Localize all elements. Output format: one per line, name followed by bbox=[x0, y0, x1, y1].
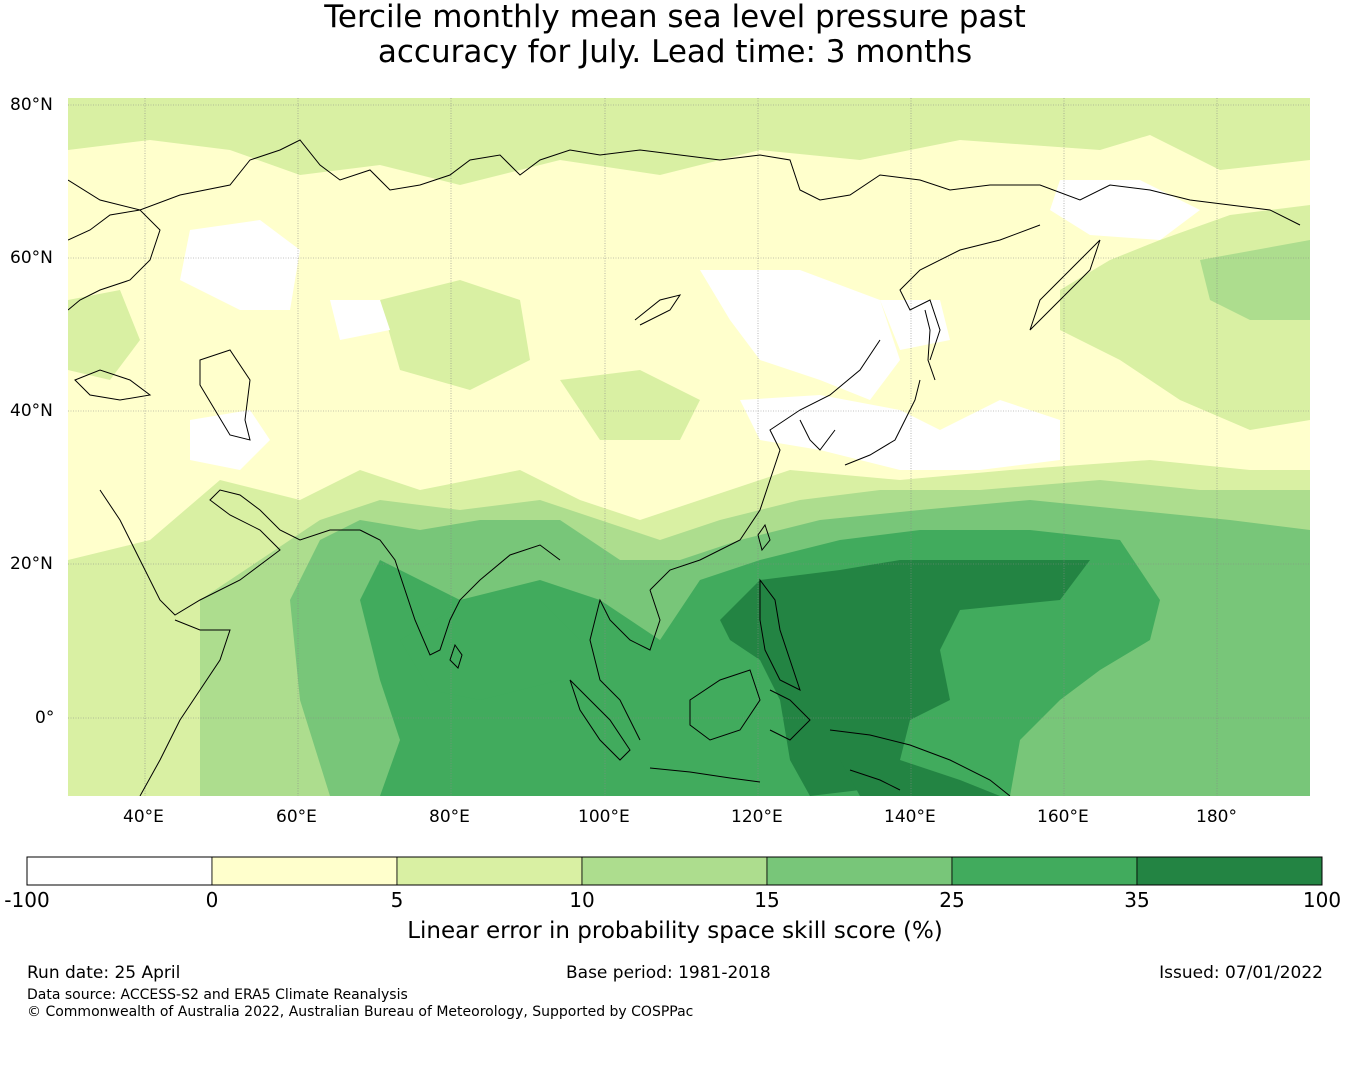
lon-label-40e: 40°E bbox=[123, 807, 164, 827]
lon-label-180: 180° bbox=[1196, 807, 1237, 827]
colorbar-tick-label: 15 bbox=[754, 888, 780, 912]
colorbar-tick-label: 5 bbox=[390, 888, 404, 912]
colorbar-tick-label: -100 bbox=[4, 888, 50, 912]
colorbar-tick-label: 100 bbox=[1302, 888, 1342, 912]
coastlines bbox=[68, 139, 1301, 796]
lon-label-120e: 120°E bbox=[731, 807, 783, 827]
skill-fill bbox=[68, 98, 1310, 796]
lon-label-140e: 140°E bbox=[884, 807, 936, 827]
lat-label-60n: 60°N bbox=[10, 248, 53, 268]
colorbar-title: Linear error in probability space skill … bbox=[407, 918, 943, 944]
lon-label-160e: 160°E bbox=[1037, 807, 1089, 827]
lon-label-100e: 100°E bbox=[578, 807, 630, 827]
colorbar bbox=[26, 856, 1323, 886]
copyright: © Commonwealth of Australia 2022, Austra… bbox=[27, 1004, 694, 1020]
colorbar-segment bbox=[26, 856, 213, 886]
chart-title: Tercile monthly mean sea level pressure … bbox=[0, 0, 1350, 70]
lon-label-80e: 80°E bbox=[429, 807, 470, 827]
title-line-1: Tercile monthly mean sea level pressure … bbox=[324, 0, 1026, 35]
issued-date: Issued: 07/01/2022 bbox=[1159, 963, 1323, 983]
title-line-2: accuracy for July. Lead time: 3 months bbox=[377, 34, 973, 70]
lat-label-80n: 80°N bbox=[10, 95, 53, 115]
colorbar-tick-label: 0 bbox=[205, 888, 219, 912]
run-date: Run date: 25 April bbox=[27, 963, 181, 983]
colorbar-tick-label: 10 bbox=[569, 888, 595, 912]
lon-label-60e: 60°E bbox=[276, 807, 317, 827]
data-source: Data source: ACCESS-S2 and ERA5 Climate … bbox=[27, 987, 408, 1003]
base-period: Base period: 1981-2018 bbox=[566, 963, 771, 983]
colorbar-segment bbox=[396, 856, 583, 886]
colorbar-segment bbox=[766, 856, 953, 886]
colorbar-segment bbox=[951, 856, 1138, 886]
colorbar-segment bbox=[211, 856, 398, 886]
colorbar-segment bbox=[581, 856, 768, 886]
lat-label-40n: 40°N bbox=[10, 401, 53, 421]
lat-label-equator: 0° bbox=[35, 708, 55, 728]
colorbar-tick-label: 25 bbox=[939, 888, 965, 912]
lat-label-20n: 20°N bbox=[10, 554, 53, 574]
colorbar-frame bbox=[26, 856, 1323, 886]
colorbar-segment bbox=[1136, 856, 1323, 886]
colorbar-tick-label: 35 bbox=[1124, 888, 1150, 912]
